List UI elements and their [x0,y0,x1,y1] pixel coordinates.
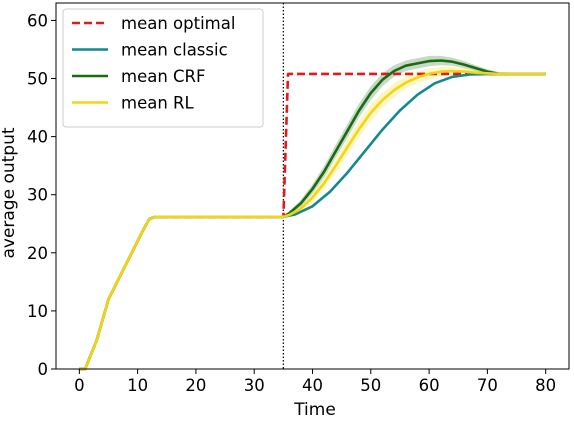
mean-classic-legend-label: mean classic [121,41,228,60]
x-tick-label: 70 [477,376,498,395]
legend: mean optimal mean classic mean CRF mean RL [62,8,264,128]
mean-crf-legend-label: mean CRF [121,67,206,86]
y-tick-label: 0 [38,360,49,379]
x-tick-label: 10 [127,376,148,395]
x-tick-label: 30 [244,376,265,395]
y-tick-label: 50 [27,70,48,89]
legend-box [62,8,264,128]
y-tick-label: 10 [27,302,48,321]
y-tick-label: 20 [27,244,48,263]
mean-optimal-legend-label: mean optimal [121,14,235,33]
y-axis-label: average output [0,127,19,258]
x-axis-label: Time [293,400,336,420]
mean-rl-line [79,69,546,371]
y-tick-label: 60 [27,11,48,30]
y-tick-label: 30 [27,186,48,205]
x-tick-label: 80 [535,376,556,395]
x-tick-label: 50 [360,376,381,395]
x-tick-label: 40 [302,376,323,395]
x-tick-label: 20 [185,376,206,395]
x-tick-label: 60 [419,376,440,395]
y-tick-label: 40 [27,128,48,147]
mean-rl-legend-label: mean RL [121,94,195,113]
axes: 0 10 20 30 40 50 60 70 80 0 10 20 30 40 50 60 [27,2,570,395]
x-tick-label: 0 [74,376,85,395]
series-lines [79,59,546,371]
